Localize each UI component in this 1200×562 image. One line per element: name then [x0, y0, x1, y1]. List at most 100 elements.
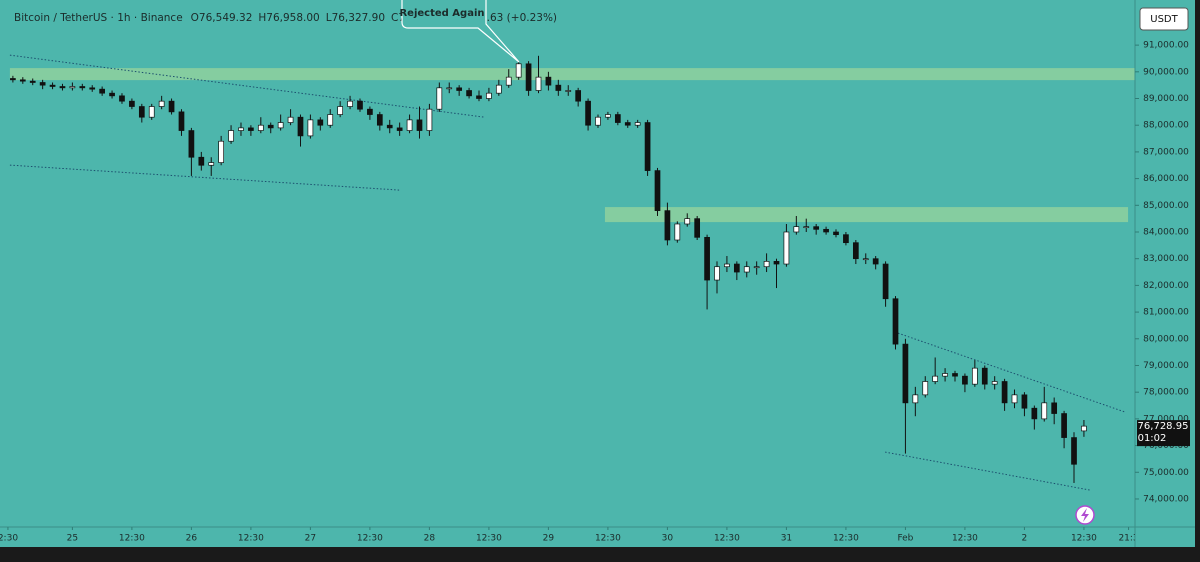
candle-body: [357, 100, 363, 110]
x-tick-label: 12:30: [357, 534, 383, 544]
candle-body: [1031, 407, 1038, 420]
candle-body: [704, 236, 710, 281]
last-price-label: 76,728.95: [1138, 421, 1189, 432]
x-tick-label: 2: [1022, 534, 1028, 544]
y-tick-label: 83,000.00: [1143, 254, 1189, 264]
y-tick-label: 81,000.00: [1143, 308, 1189, 318]
y-tick-label: 90,000.00: [1143, 67, 1189, 77]
x-tick-label: 2:30: [0, 534, 18, 544]
candle-body: [565, 90, 572, 92]
x-tick-label: 12:30: [476, 534, 502, 544]
x-tick-label: Feb: [897, 534, 913, 544]
background: [0, 0, 1195, 547]
candle-body: [1001, 381, 1008, 404]
x-tick-label: 12:30: [952, 534, 978, 544]
candle-body: [505, 76, 512, 86]
candle-body: [793, 226, 800, 233]
candle-body: [922, 381, 929, 396]
candle-body: [367, 108, 373, 115]
candle-body: [902, 343, 909, 404]
y-tick-label: 79,000.00: [1143, 361, 1189, 371]
candle-body: [515, 63, 522, 78]
callout: Rejected Again: [399, 0, 520, 63]
x-tick-label: 12:30: [833, 534, 859, 544]
candle-body: [406, 119, 413, 131]
candle-body: [823, 228, 829, 233]
icon-bolt[interactable]: [1081, 508, 1089, 522]
candle-body: [347, 100, 353, 107]
candle-body: [674, 223, 681, 241]
candle-body: [59, 86, 66, 89]
candle-body: [1041, 402, 1048, 420]
candle-body: [446, 87, 453, 90]
ohlc: O76,549.32: [191, 12, 253, 24]
x-tick-label: 12:30: [714, 534, 740, 544]
trendline: [897, 332, 1126, 413]
candle-body: [109, 92, 115, 97]
candle-body: [79, 86, 86, 89]
candle-body: [912, 394, 919, 404]
currency-button[interactable]: USDT: [1139, 7, 1189, 31]
candle-body: [89, 87, 96, 90]
price-axis: 74,000.0075,000.0076,000.0077,000.0078,0…: [1135, 41, 1189, 504]
last-price: 76,728.95 01:02: [1137, 420, 1190, 447]
y-tick-label: 78,000.00: [1143, 388, 1189, 398]
candle-body: [694, 218, 701, 238]
candle-body: [605, 114, 611, 118]
candle-body: [892, 298, 899, 345]
candle-body: [1011, 394, 1018, 404]
x-tick-label: 29: [543, 534, 555, 544]
candle-body: [614, 114, 621, 123]
candle-body: [644, 122, 651, 171]
candle-body: [158, 100, 165, 107]
candle-body: [248, 127, 254, 131]
callout-text: Rejected Again: [399, 8, 484, 19]
candle-body: [148, 106, 155, 118]
y-tick-label: 85,000.00: [1143, 201, 1189, 211]
x-tick-label: 30: [662, 534, 674, 544]
candle-body: [69, 86, 76, 89]
x-tick-label: 26: [186, 534, 198, 544]
candle-body: [29, 80, 36, 83]
candle-body: [773, 261, 780, 265]
candle-body: [327, 114, 334, 126]
candle-body: [763, 261, 770, 268]
symbol: Bitcoin / TetherUS · 1h · Binance: [14, 12, 183, 24]
candle-body: [208, 162, 215, 166]
y-tick-label: 86,000.00: [1143, 174, 1189, 184]
candle-body: [386, 124, 393, 129]
y-tick-label: 75,000.00: [1143, 468, 1189, 478]
candle-body: [486, 92, 492, 99]
candle-body: [376, 114, 383, 126]
candle-body: [267, 124, 274, 129]
y-tick-label: 80,000.00: [1143, 334, 1189, 344]
candle-body: [495, 84, 502, 94]
candle-body: [426, 108, 433, 131]
callout-shape: [401, 0, 520, 63]
candle-body: [932, 375, 939, 382]
candle-body: [962, 375, 968, 385]
candle-body: [99, 88, 105, 94]
button-label[interactable]: USDT: [1150, 14, 1178, 25]
x-tick-label: 31: [781, 534, 792, 544]
replay-icon[interactable]: [1075, 505, 1095, 525]
x-tick-label: 12:30: [595, 534, 621, 544]
x-tick-label: 12:30: [238, 534, 264, 544]
y-tick-label: 88,000.00: [1143, 121, 1189, 131]
y-tick-label: 84,000.00: [1143, 227, 1189, 237]
candle-body: [783, 231, 790, 265]
y-tick-label: 74,000.00: [1143, 494, 1189, 504]
x-tick-label: 12:30: [1071, 534, 1097, 544]
candle-body: [257, 124, 264, 131]
candle-body: [664, 210, 671, 241]
countdown: 01:02: [1138, 433, 1167, 444]
candle-body: [714, 266, 720, 281]
candle-body: [545, 76, 552, 86]
ohlc: H76,958.00: [258, 12, 319, 24]
candle-body: [862, 258, 869, 261]
candle-body: [843, 234, 849, 244]
candle-body: [287, 116, 294, 123]
button-box[interactable]: [1139, 7, 1189, 31]
candle-body: [1021, 394, 1028, 409]
